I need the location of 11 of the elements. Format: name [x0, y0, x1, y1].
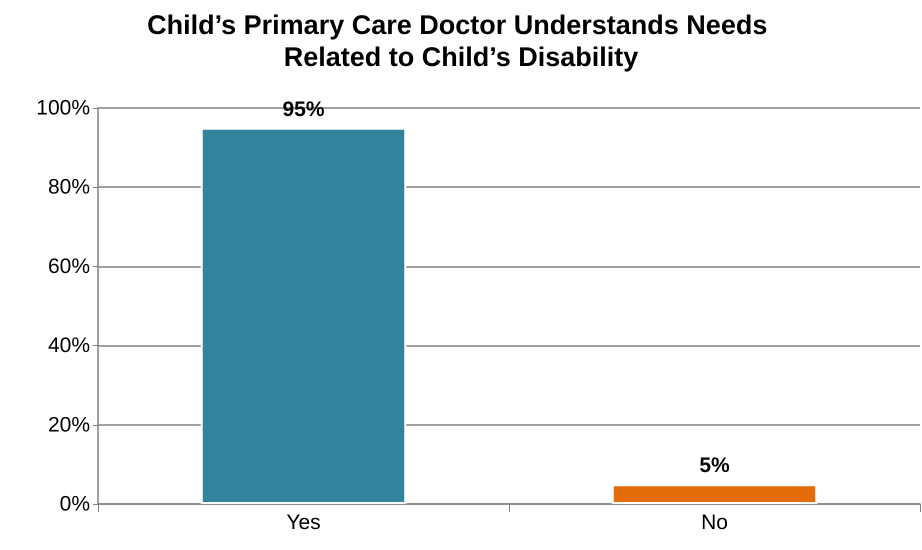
- y-tick-label: 0%: [60, 492, 90, 516]
- y-tick-label: 60%: [48, 254, 90, 278]
- x-tick-label: No: [701, 511, 728, 534]
- data-label: 5%: [699, 454, 730, 478]
- chart-title: Child’s Primary Care Doctor Understands Needs Related to Child’s Disability: [147, 10, 775, 72]
- data-label: 95%: [282, 98, 325, 121]
- y-tick-label: 100%: [36, 96, 90, 120]
- x-tick-label: Yes: [286, 511, 321, 534]
- y-tick-label: 20%: [48, 413, 90, 436]
- y-tick-label: 40%: [48, 334, 90, 358]
- y-tick-label: 80%: [48, 176, 90, 199]
